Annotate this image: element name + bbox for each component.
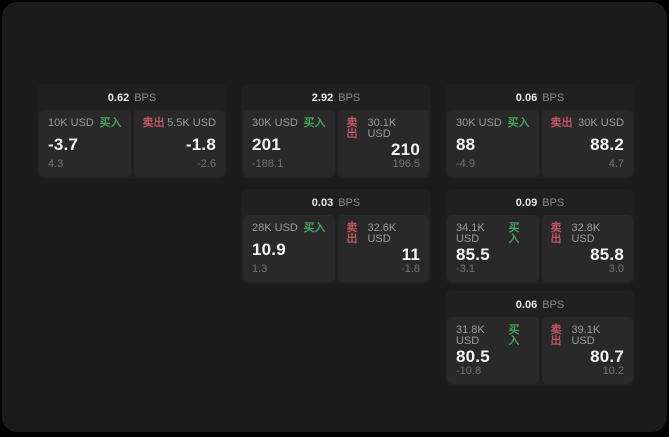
sell-price: 11 xyxy=(401,245,420,264)
sell-delta: 4.7 xyxy=(608,158,624,170)
sell-action-button[interactable]: 卖出 xyxy=(550,222,562,245)
bps-value: 0.62 xyxy=(107,91,130,104)
quote-body: 31.8K USD 买入 80.5 -10.8 卖出 39.1K USD 80.… xyxy=(447,317,633,384)
sell-panel[interactable]: 卖出 30.1K USD 210 196.5 xyxy=(337,110,429,177)
buy-panel[interactable]: 10K USD 买入 -3.7 4.3 xyxy=(39,110,131,177)
buy-size-label: 34.1K USD xyxy=(456,222,485,245)
sell-price: 210 xyxy=(391,140,420,159)
sell-delta: 196.5 xyxy=(392,158,420,170)
sell-action-button[interactable]: 卖出 xyxy=(346,222,358,245)
quote-card-5: 0.09 BPS 34.1K USD 买入 85.5 -3.1 卖出 32.8K… xyxy=(445,189,635,284)
buy-delta: -10.8 xyxy=(456,365,482,377)
sell-action-button[interactable]: 卖出 xyxy=(346,117,358,140)
bps-header: 0.03 BPS xyxy=(243,191,429,215)
sell-action-button[interactable]: 卖出 xyxy=(142,117,165,129)
sell-delta: 10.2 xyxy=(602,365,624,377)
buy-size-label: 28K USD xyxy=(252,222,298,234)
buy-action-button[interactable]: 买入 xyxy=(99,117,122,129)
buy-delta: 1.3 xyxy=(252,263,268,275)
buy-price: -3.7 xyxy=(48,134,79,154)
sell-size-label: 32.8K USD xyxy=(571,222,601,245)
bps-value: 2.92 xyxy=(311,91,334,104)
buy-delta: -3.1 xyxy=(456,263,475,275)
quote-card-2: 2.92 BPS 30K USD 买入 201 -188.1 卖出 30.1K … xyxy=(241,84,431,179)
sell-price: -1.8 xyxy=(185,134,216,154)
buy-action-button[interactable]: 买入 xyxy=(303,117,326,129)
sell-action-button[interactable]: 卖出 xyxy=(550,117,573,129)
buy-panel[interactable]: 30K USD 买入 88 -4.9 xyxy=(447,110,539,177)
buy-delta: 4.3 xyxy=(48,158,64,170)
sell-size-label: 39.1K USD xyxy=(571,324,601,347)
buy-size-label: 31.8K USD xyxy=(456,324,485,347)
bps-header: 0.62 BPS xyxy=(39,86,225,110)
sell-price: 85.8 xyxy=(590,245,624,264)
sell-price: 80.7 xyxy=(590,347,624,366)
buy-price: 80.5 xyxy=(456,347,490,366)
bps-header: 0.09 BPS xyxy=(447,191,633,215)
sell-panel[interactable]: 卖出 5.5K USD -1.8 -2.6 xyxy=(133,110,225,177)
sell-size-label: 32.6K USD xyxy=(367,222,397,245)
sell-size-label: 5.5K USD xyxy=(167,117,216,129)
buy-size-label: 10K USD xyxy=(48,117,94,129)
buy-action-button[interactable]: 买入 xyxy=(507,117,530,129)
sell-size-label: 30K USD xyxy=(578,117,624,129)
quote-card-1: 0.62 BPS 10K USD 买入 -3.7 4.3 卖出 5.5K USD… xyxy=(37,84,227,179)
buy-panel[interactable]: 28K USD 买入 10.9 1.3 xyxy=(243,215,335,282)
buy-panel[interactable]: 34.1K USD 买入 85.5 -3.1 xyxy=(447,215,539,282)
buy-delta: -188.1 xyxy=(252,158,284,170)
buy-price: 88 xyxy=(456,134,476,154)
bps-unit-label: BPS xyxy=(338,196,361,209)
sell-action-button[interactable]: 卖出 xyxy=(550,324,562,347)
quote-card-3: 0.06 BPS 30K USD 买入 88 -4.9 卖出 30K USD 8… xyxy=(445,84,635,179)
bps-value: 0.09 xyxy=(515,196,538,209)
buy-action-button[interactable]: 买入 xyxy=(508,324,520,347)
bps-value: 0.06 xyxy=(515,91,538,104)
bps-value: 0.03 xyxy=(311,196,334,209)
sell-panel[interactable]: 卖出 32.8K USD 85.8 3.0 xyxy=(541,215,633,282)
buy-price: 201 xyxy=(252,134,281,154)
quote-body: 28K USD 买入 10.9 1.3 卖出 32.6K USD 11 -1.8 xyxy=(243,215,429,282)
buy-price: 10.9 xyxy=(252,239,286,259)
buy-size-label: 30K USD xyxy=(456,117,502,129)
bps-header: 2.92 BPS xyxy=(243,86,429,110)
sell-panel[interactable]: 卖出 30K USD 88.2 4.7 xyxy=(541,110,633,177)
bps-unit-label: BPS xyxy=(542,196,565,209)
buy-delta: -4.9 xyxy=(456,158,475,170)
buy-panel[interactable]: 31.8K USD 买入 80.5 -10.8 xyxy=(447,317,539,384)
quote-card-4: 0.03 BPS 28K USD 买入 10.9 1.3 卖出 32.6K US… xyxy=(241,189,431,284)
sell-delta: 3.0 xyxy=(608,263,624,275)
sell-size-label: 30.1K USD xyxy=(367,117,397,140)
sell-panel[interactable]: 卖出 32.6K USD 11 -1.8 xyxy=(337,215,429,282)
bps-unit-label: BPS xyxy=(542,298,565,311)
buy-action-button[interactable]: 买入 xyxy=(508,222,520,245)
quote-body: 30K USD 买入 201 -188.1 卖出 30.1K USD 210 1… xyxy=(243,110,429,177)
buy-action-button[interactable]: 买入 xyxy=(303,222,326,234)
bps-unit-label: BPS xyxy=(338,91,361,104)
bps-header: 0.06 BPS xyxy=(447,293,633,317)
bps-header: 0.06 BPS xyxy=(447,86,633,110)
quote-body: 30K USD 买入 88 -4.9 卖出 30K USD 88.2 4.7 xyxy=(447,110,633,177)
sell-price: 88.2 xyxy=(590,134,624,154)
sell-delta: -1.8 xyxy=(401,263,420,275)
bps-unit-label: BPS xyxy=(134,91,157,104)
quote-card-6: 0.06 BPS 31.8K USD 买入 80.5 -10.8 卖出 39.1… xyxy=(445,291,635,386)
quote-body: 34.1K USD 买入 85.5 -3.1 卖出 32.8K USD 85.8… xyxy=(447,215,633,282)
bps-unit-label: BPS xyxy=(542,91,565,104)
bps-value: 0.06 xyxy=(515,298,538,311)
sell-panel[interactable]: 卖出 39.1K USD 80.7 10.2 xyxy=(541,317,633,384)
quote-body: 10K USD 买入 -3.7 4.3 卖出 5.5K USD -1.8 -2.… xyxy=(39,110,225,177)
sell-delta: -2.6 xyxy=(197,158,216,170)
buy-size-label: 30K USD xyxy=(252,117,298,129)
buy-panel[interactable]: 30K USD 买入 201 -188.1 xyxy=(243,110,335,177)
buy-price: 85.5 xyxy=(456,245,490,264)
